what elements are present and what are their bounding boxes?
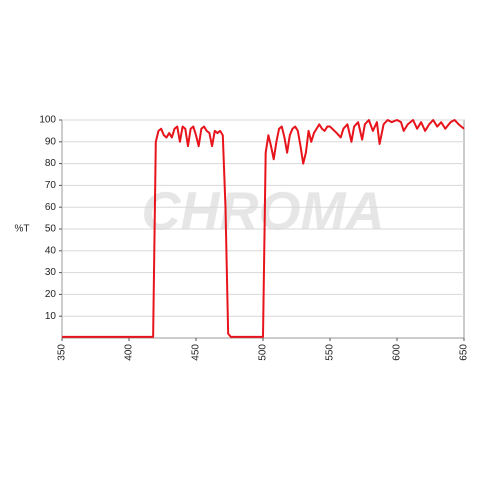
y-tick-label: 20 [45,289,57,300]
y-tick-label: 90 [45,136,57,147]
x-tick-label: 400 [124,344,135,361]
y-tick-label: 50 [45,224,57,235]
x-tick-label: 650 [459,344,470,361]
y-tick-label: 40 [45,245,57,256]
y-tick-label: 10 [45,311,57,322]
x-tick-label: 350 [57,344,68,361]
watermark: CHROMA [142,181,385,241]
y-axis-label: %T [15,224,30,235]
x-tick-label: 600 [392,344,403,361]
y-tick-label: 100 [39,115,56,126]
data-line [62,119,465,338]
y-tick-label: 60 [45,202,57,213]
y-tick-label: 70 [45,180,57,191]
x-tick-label: 550 [325,344,336,361]
x-tick-label: 450 [191,344,202,361]
y-tick-label: 80 [45,158,57,169]
y-tick-label: 30 [45,267,57,278]
x-tick-label: 500 [258,344,269,361]
